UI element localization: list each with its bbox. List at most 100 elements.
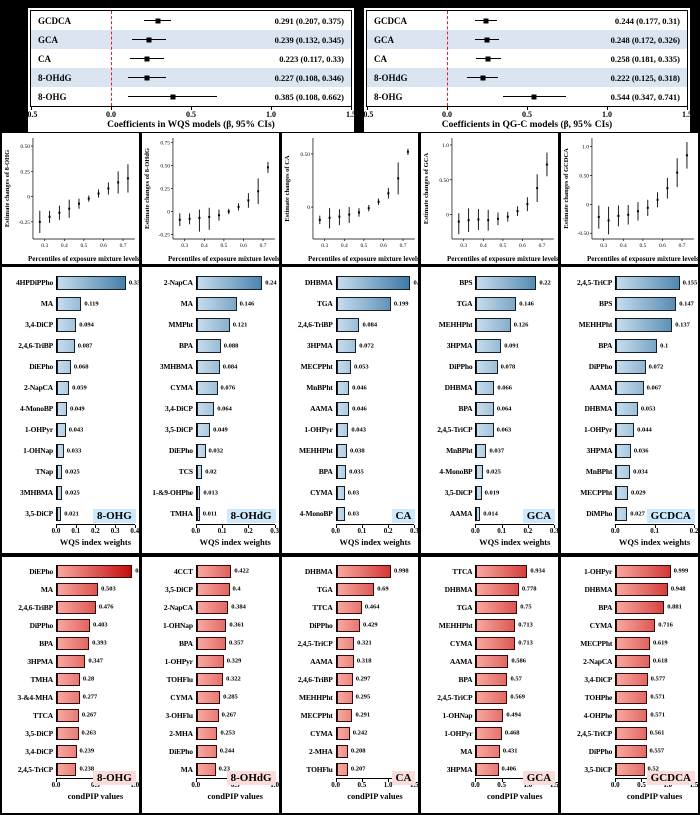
analyte-label: 4CCT — [174, 566, 193, 576]
svg-text:0.7: 0.7 — [539, 243, 546, 249]
bar-row-4-OHPhe: 4-OHPhe 0.571 — [561, 706, 698, 724]
y-axis-title: Estimate changes of GCA — [423, 153, 430, 225]
bar-value-label: 0.569 — [510, 693, 526, 701]
bar-row-BPA: BPA 0.035 — [282, 461, 419, 482]
bar-value-label: 0.318 — [356, 657, 372, 665]
bar — [336, 317, 360, 332]
bar-track: 0.027 — [615, 506, 698, 521]
analyte-label: DiEPho — [168, 746, 193, 756]
outcome-tag: 8-OHdG — [226, 771, 276, 785]
bar — [57, 422, 66, 437]
svg-text:0.50: 0.50 — [580, 174, 590, 180]
bar — [196, 317, 230, 332]
bar — [196, 654, 224, 668]
qgc-forest-panel: GCDCA 0.244 (0.177, 0.31) GCA 0.248 (0.172,… — [361, 8, 692, 132]
analyte-label: DHBMA — [444, 584, 473, 594]
bar-row-BPA: BPA 0.881 — [561, 598, 698, 616]
x-tick-label: 0.2 — [383, 527, 393, 535]
bar-value-label: 0.137 — [675, 321, 690, 328]
bar-row-BPA: BPA 0.57 — [421, 670, 558, 688]
x-tick-label: 1.0 — [383, 781, 393, 789]
bar-row-3,5-DiCP: 3,5-DiCP 0.019 — [421, 482, 558, 503]
bar-track: 0.094 — [56, 317, 139, 332]
bar-row-MECPPht: MECPPht 0.291 — [282, 706, 419, 724]
bar — [476, 506, 481, 521]
svg-text:0.6: 0.6 — [519, 243, 526, 249]
percentile-plots-row: 0.50 0.25 0 -0.25 0.3 0.4 0.5 0.6 0.7 Estimate ch… — [0, 132, 700, 265]
bar-value-label: 0.078 — [500, 363, 516, 370]
bar-row-TGA: TGA 0.146 — [421, 293, 558, 314]
analyte-label: DiPPho — [588, 746, 613, 756]
analyte-label: TMHA — [30, 674, 53, 684]
bar — [57, 338, 75, 353]
bar — [476, 464, 484, 479]
bar-track: 0.208 — [335, 744, 419, 758]
svg-text:0.3: 0.3 — [321, 243, 328, 249]
wqs-weights-row: 4HPDiPPho 0.337 MA 0.119 3,4-DiCP 0.094 2,4,6-… — [0, 265, 700, 555]
bar-row-3HPMA: 3HPMA 0.347 — [2, 652, 139, 670]
bar-value-label: 0.998 — [394, 567, 409, 575]
bar-row-TTCA: TTCA 0.464 — [282, 598, 419, 616]
bar-value-label: 0.043 — [68, 426, 84, 433]
bar-track: 0.277 — [56, 690, 139, 704]
bar-value-label: 0.025 — [486, 468, 501, 475]
bars: 2-NapCA 0.24 MA 0.146 MMPht 0.121 BPA 0.088 3MHB… — [142, 272, 279, 524]
svg-text:-0.50: -0.50 — [578, 231, 590, 237]
svg-text:0.6: 0.6 — [240, 243, 247, 249]
bar-row-DHBMA: DHBMA 0.998 — [282, 562, 419, 580]
analyte-label: BPA — [458, 404, 473, 413]
svg-text:0.5: 0.5 — [500, 243, 507, 249]
bar-value-label: 0.087 — [77, 342, 93, 349]
forest-row-8-OHdG: 8-OHdG 0.222 (0.125, 0.318) — [367, 68, 687, 87]
x-tick-label: 0.5 — [186, 110, 196, 119]
svg-text:0: 0 — [307, 205, 310, 211]
analyte-label: TGA — [456, 299, 473, 308]
bar-value-label: 0.285 — [223, 693, 238, 701]
biomarker-label: GCDCA — [38, 15, 71, 26]
bar — [616, 338, 658, 353]
estimate-ci-text: 0.258 (0.181, 0.335) — [610, 53, 680, 64]
x-tick-label: 0.3 — [410, 527, 419, 535]
bar-value-label: 0.046 — [352, 405, 367, 412]
bar — [196, 744, 217, 758]
analyte-label: 1-OHPyr — [584, 566, 613, 576]
bar-value-label: 0.013 — [203, 489, 218, 496]
estimate-ci-text: 0.544 (0.347, 0.741) — [610, 91, 680, 102]
bar-row-2-NapCA: 2-NapCA 0.384 — [142, 598, 279, 616]
svg-text:-0.25: -0.25 — [158, 232, 170, 238]
analyte-label: 2,4,6-TriBP — [18, 602, 53, 612]
bar-row-DiMPho: DiMPho 0.027 — [561, 503, 698, 524]
x-tick-label: 0.0 — [51, 527, 61, 535]
bar — [336, 380, 350, 395]
bar — [196, 275, 263, 290]
x-axis-title: WQS index weights — [199, 537, 271, 547]
x-tick-label: 0.1 — [71, 527, 81, 535]
bar-value-label: 0.778 — [521, 585, 537, 593]
bar-track: 0.087 — [56, 338, 139, 353]
bar-value-label: 0.468 — [504, 729, 520, 737]
analyte-label: CYMA — [170, 692, 193, 702]
forest-row-GCA: GCA 0.248 (0.172, 0.326) — [367, 30, 687, 49]
analyte-label: MEHHPht — [578, 320, 613, 329]
x-tick-label: 0.2 — [243, 527, 253, 535]
bar — [336, 618, 360, 632]
bar — [57, 464, 63, 479]
analyte-label: MEHHPht — [298, 446, 333, 455]
bar-row-2,4,6-TriBP: 2,4,6-TriBP 0.084 — [282, 314, 419, 335]
bar-row-MA: MA 0.119 — [2, 293, 139, 314]
svg-text:0: 0 — [586, 202, 589, 208]
x-tick-label: 0.0 — [51, 781, 61, 789]
bar-value-label: 0.025 — [65, 489, 80, 496]
bar-value-label: 0.091 — [504, 342, 519, 349]
bar-value-label: 0.044 — [637, 426, 652, 433]
analyte-label: AAMA — [310, 656, 333, 666]
bar-track: 0.084 — [335, 317, 419, 332]
analyte-label: 3,5-DiCP — [165, 425, 193, 434]
bar — [616, 275, 680, 290]
x-tick-label: 0.1 — [497, 527, 507, 535]
x-tick-label: 0.3 — [549, 527, 559, 535]
biomarker-label: 8-OHG — [38, 91, 67, 102]
bars: 2,4,5-TriCP 0.155 BPS 0.147 MEHHPht 0.137 BPA 0… — [561, 272, 698, 524]
bar-value-label: 0.025 — [65, 468, 80, 475]
x-tick-label: 0.5 — [357, 781, 367, 789]
